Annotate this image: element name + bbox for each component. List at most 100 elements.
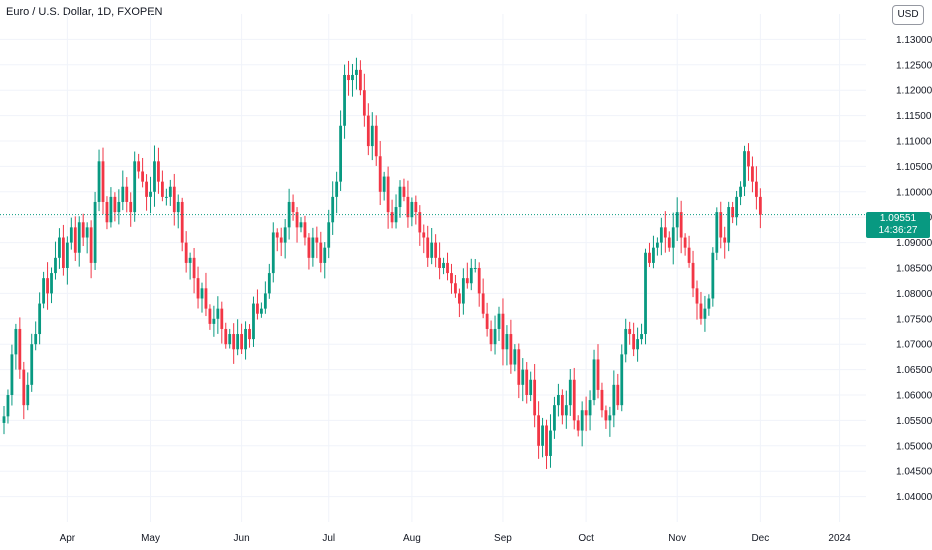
symbol-title: Euro / U.S. Dollar, 1D, FXOPEN xyxy=(6,6,163,18)
candle-body xyxy=(149,191,152,197)
y-tick-label: 1.13000 xyxy=(896,35,932,46)
candle-body xyxy=(378,156,382,192)
candle-body xyxy=(125,186,129,202)
candle-body xyxy=(113,196,117,213)
candle-body xyxy=(588,400,592,416)
price-axis[interactable]: 1.04000 1.04500 1.05000 1.05500 1.06000 1.065… xyxy=(896,35,932,503)
candle-body xyxy=(652,247,655,263)
candle-body xyxy=(279,237,283,243)
y-tick-label: 1.05500 xyxy=(896,416,932,427)
candle-body xyxy=(596,359,600,390)
candle-body xyxy=(184,242,188,263)
candle-body xyxy=(216,308,220,319)
candle-body xyxy=(446,262,449,274)
candle-body xyxy=(109,196,113,223)
candle-body xyxy=(723,237,727,243)
candle-body xyxy=(256,303,259,314)
candle-body xyxy=(145,181,148,197)
y-tick-label: 1.12500 xyxy=(896,60,932,71)
candle-body xyxy=(121,186,125,202)
y-tick-label: 1.04500 xyxy=(896,467,932,478)
candle-body xyxy=(469,268,473,284)
candle-body xyxy=(398,186,402,208)
candle-body xyxy=(477,268,481,294)
candle-body xyxy=(307,237,311,258)
candle-body xyxy=(129,201,133,213)
candle-body xyxy=(69,227,73,243)
time-axis[interactable]: Apr May Jun Jul Aug Sep Oct Nov Dec 2024 xyxy=(60,533,852,544)
candle-body xyxy=(291,201,295,213)
candle-body xyxy=(327,222,331,248)
candle-body xyxy=(244,328,247,350)
candle-body xyxy=(260,308,263,314)
x-tick-label: Jun xyxy=(234,533,250,544)
candle-body xyxy=(34,334,38,345)
candle-body xyxy=(42,278,45,304)
candle-body xyxy=(687,247,691,263)
candle-body xyxy=(414,201,418,213)
candle-body xyxy=(14,328,18,355)
candle-body xyxy=(505,334,509,350)
y-tick-label: 1.10000 xyxy=(896,187,932,198)
candle-body xyxy=(545,425,548,456)
candle-body xyxy=(299,222,303,228)
currency-button[interactable]: USD xyxy=(892,5,924,25)
candle-body xyxy=(26,384,30,406)
candle-body xyxy=(275,232,279,238)
candle-body xyxy=(458,293,461,304)
x-tick-label: Sep xyxy=(494,533,512,544)
candle-body xyxy=(267,273,271,294)
candle-body xyxy=(719,212,723,238)
candle-body xyxy=(323,247,327,263)
candle-body xyxy=(319,242,323,263)
candle-body xyxy=(248,328,251,340)
y-tick-label: 1.10500 xyxy=(896,162,932,173)
candle-body xyxy=(568,379,572,406)
x-tick-label: Nov xyxy=(668,533,686,544)
candle-body xyxy=(695,288,699,304)
candle-body xyxy=(513,349,517,365)
candle-body xyxy=(176,201,180,213)
candle-body xyxy=(656,242,659,248)
candle-body xyxy=(30,344,34,385)
countdown-timer: 14:36:27 xyxy=(878,225,918,236)
candle-body xyxy=(461,278,465,304)
candle-body xyxy=(703,308,707,319)
x-tick-label: Jul xyxy=(322,533,335,544)
candle-body xyxy=(572,379,576,421)
y-tick-label: 1.07000 xyxy=(896,340,932,351)
y-tick-label: 1.05000 xyxy=(896,441,932,452)
candle-body xyxy=(533,379,537,416)
candle-body xyxy=(481,293,485,314)
candle-body xyxy=(636,339,639,350)
candle-body xyxy=(426,237,430,258)
y-tick-label: 1.08000 xyxy=(896,289,932,300)
candle-body xyxy=(612,384,616,416)
candle-body xyxy=(2,416,6,423)
candle-body xyxy=(73,227,77,253)
y-tick-label: 1.06500 xyxy=(896,365,932,376)
candle-body xyxy=(89,227,93,263)
candle-body xyxy=(521,369,525,385)
candle-body xyxy=(141,171,144,182)
candle-body xyxy=(10,354,14,395)
candle-body xyxy=(220,308,224,329)
candle-body xyxy=(362,90,366,116)
candle-body xyxy=(212,318,216,324)
candle-body xyxy=(204,288,208,309)
candle-body xyxy=(164,196,168,198)
candle-body xyxy=(240,334,243,350)
candle-body xyxy=(133,161,137,213)
candle-body xyxy=(263,293,267,309)
candle-body xyxy=(592,359,596,401)
candle-body xyxy=(434,242,438,258)
candle-body xyxy=(58,237,61,258)
candle-body xyxy=(557,395,560,406)
candle-body xyxy=(359,69,362,91)
candle-body xyxy=(454,283,457,294)
y-tick-label: 1.06000 xyxy=(896,391,932,402)
x-tick-label: 2024 xyxy=(828,533,851,544)
x-tick-label: Dec xyxy=(751,533,769,544)
candle-body xyxy=(339,125,342,182)
